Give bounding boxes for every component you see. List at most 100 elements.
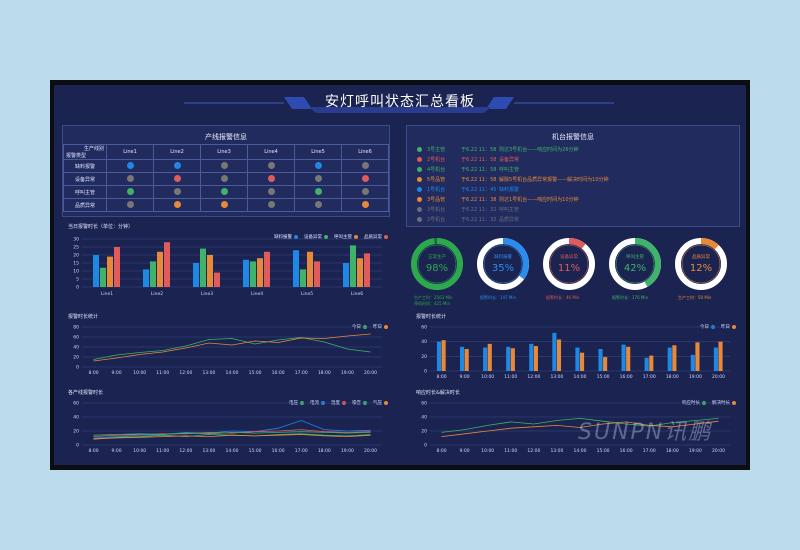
- row-label: 缺料报警: [63, 159, 107, 173]
- y-tick-label: 60: [421, 325, 427, 331]
- x-tick-label: 9:00: [460, 448, 470, 454]
- bar: [100, 267, 106, 287]
- status-cell: [247, 198, 295, 212]
- status-cell: [153, 172, 201, 186]
- chart-title: 响应时长&解决时长: [416, 390, 460, 396]
- x-tick-label: 8:00: [88, 370, 98, 376]
- bar: [483, 347, 488, 371]
- machine-name: 3号品管: [427, 197, 446, 203]
- x-tick-label: 14:00: [226, 448, 239, 454]
- x-tick-label: 14:00: [226, 370, 239, 376]
- x-tick-label: 9:00: [112, 448, 122, 454]
- bar: [464, 349, 469, 371]
- x-tick-label: 15:00: [249, 448, 262, 454]
- machine-name: 3号机台: [427, 207, 446, 213]
- machine-alarm-panel: 机台报警信息 3号主管 于6.22 11：58 则达3号机台——响应时间为26分钟 2…: [406, 125, 740, 227]
- bar: [649, 355, 654, 371]
- chart-legend: 今日 昨日: [694, 313, 736, 332]
- x-tick-label: 11:00: [156, 448, 169, 454]
- line-alarm-duration-lines: 0 20 40 60 8:00 9:00 10:00 11:00 12:00 13:00 14:00…: [73, 401, 382, 454]
- status-dot: [267, 187, 275, 195]
- line-alarm-panel: 产线报警信息 生产线别 报警类型 Line1 Line2 Line3 Line4…: [62, 125, 390, 217]
- list-item: 3号主管 于6.22 11：58 则达3号机台——响应时间为26分钟: [417, 146, 579, 153]
- x-tick-label: 15:00: [249, 370, 262, 376]
- line-alarm-duration-chart: 各产线报警时长 电压 电流 温度 噪音 气压 0 20 40 60 8:00 9:00 10:00 1…: [62, 387, 392, 459]
- bar: [552, 332, 557, 371]
- status-dot: [417, 197, 422, 202]
- status-cell: [153, 185, 201, 199]
- bar: [150, 261, 156, 287]
- legend-label: 解决时长: [712, 401, 730, 406]
- status-cell: [247, 159, 295, 173]
- table-row: 呼叫主管: [63, 185, 389, 199]
- x-tick-label: 19:00: [341, 370, 354, 376]
- x-tick-label: 12:00: [179, 448, 192, 454]
- bar: [207, 255, 213, 287]
- ring-inner: [417, 244, 457, 284]
- bar: [713, 347, 718, 371]
- series-line: [93, 429, 371, 437]
- y-tick-label: 0: [424, 443, 427, 449]
- x-tick-label: 18:00: [318, 370, 331, 376]
- ring-fill: [609, 238, 661, 290]
- legend-swatch: [294, 234, 298, 239]
- ring-graphic: [477, 238, 529, 290]
- y-tick-label: 0: [76, 365, 79, 371]
- chart-legend: 电压 电流 温度 噪音 气压: [283, 389, 388, 408]
- response-resolve-lines: 0 20 40 60 8:00 9:00 10:00 11:00 12:00 13:00 14:00…: [421, 401, 730, 454]
- legend-swatch: [324, 234, 328, 239]
- bar: [157, 251, 163, 287]
- y-tick-label: 60: [73, 335, 79, 341]
- status-dot: [173, 187, 181, 195]
- status-dot: [173, 161, 181, 169]
- legend-swatch: [702, 400, 706, 405]
- bar: [350, 245, 356, 287]
- x-tick-label: 19:00: [689, 374, 702, 380]
- legend-label: 气压: [373, 401, 382, 406]
- status-dot: [417, 177, 422, 182]
- status-ring: 正常生产 98%: [410, 237, 464, 291]
- x-tick-label: 16:00: [272, 370, 285, 376]
- x-tick-label: Line5: [301, 291, 313, 297]
- x-tick-label: 10:00: [133, 370, 146, 376]
- series-line: [441, 420, 719, 437]
- bar: [575, 347, 580, 371]
- legend-label: 昨日: [721, 325, 730, 330]
- legend-swatch: [384, 234, 388, 239]
- status-dot: [126, 174, 134, 182]
- row-label: 呼叫主管: [63, 185, 107, 199]
- status-dot: [361, 200, 369, 208]
- x-tick-label: 20:00: [364, 370, 377, 376]
- x-tick-label: 12:00: [527, 448, 540, 454]
- y-tick-label: 5: [76, 277, 79, 283]
- alarm-message: 设备异常: [499, 157, 520, 163]
- bar: [556, 339, 562, 371]
- x-tick-label: Line6: [351, 291, 363, 297]
- legend-item: 响应时长: [682, 400, 706, 406]
- ring-graphic: [609, 238, 661, 290]
- status-dot: [361, 187, 369, 195]
- column-header: Line5: [294, 144, 342, 160]
- bar: [644, 357, 649, 371]
- corner-top-label: 生产线别: [83, 146, 104, 152]
- x-tick-label: 16:00: [272, 448, 285, 454]
- x-tick-label: 16:00: [620, 374, 633, 380]
- ring-percent: 11%: [557, 263, 581, 274]
- bar: [250, 261, 256, 287]
- ring-fill: [675, 238, 727, 290]
- bar: [598, 349, 603, 371]
- bar: [529, 343, 534, 371]
- ring-sub-label: 报警时长：147 Min: [480, 295, 517, 300]
- bar: [626, 346, 631, 371]
- ring-label: 品质异常: [692, 255, 710, 260]
- alarm-time: 于6.22 11：58: [461, 147, 497, 153]
- bar: [114, 247, 120, 287]
- status-dot: [361, 174, 369, 182]
- ring-sub-label: 停机时间：425 Min: [414, 301, 451, 306]
- bar: [667, 347, 672, 371]
- alarm-duration-lines: 0 20 40 60 80 8:00 9:00 10:00 11:00 12:00 13:00 14:…: [73, 325, 382, 376]
- status-dot: [417, 217, 422, 222]
- ring-percent: 35%: [491, 263, 515, 274]
- bar: [243, 259, 249, 287]
- chart-title: 各产线报警时长: [68, 390, 104, 396]
